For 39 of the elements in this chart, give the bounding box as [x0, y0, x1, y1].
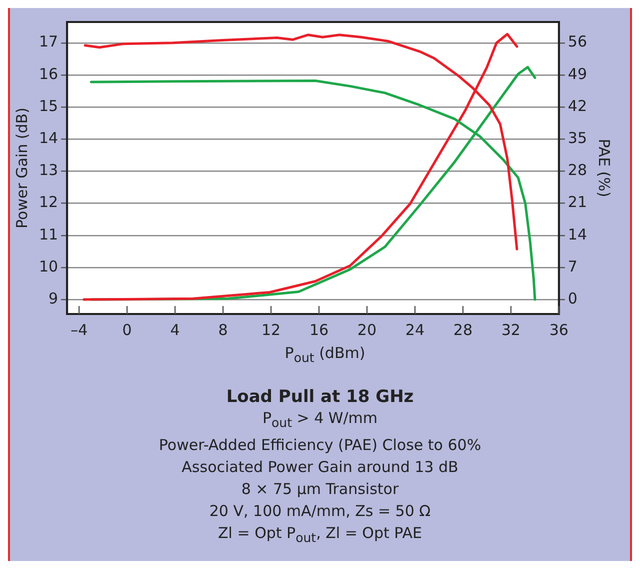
- y-tick-label: 15: [38, 96, 58, 115]
- y-tick-label: 12: [38, 193, 58, 212]
- x-tick-label: –4: [70, 320, 88, 339]
- y2-tick-label: 28: [568, 161, 588, 180]
- y2-tick-label: 0: [568, 289, 578, 308]
- x-tick-label: 32: [501, 320, 520, 339]
- y-axis-title: Power Gain (dB): [12, 108, 31, 228]
- y2-axis-title: PAE (%): [595, 138, 614, 198]
- x-tick-label: 24: [405, 320, 425, 339]
- y-tick-label: 11: [38, 225, 58, 244]
- x-tick-label: 20: [357, 320, 377, 339]
- y-tick-label: 9: [48, 289, 58, 308]
- x-tick-label: 8: [218, 320, 228, 339]
- y2-tick-label: 56: [568, 32, 588, 51]
- x-tick-label: 36: [549, 320, 568, 339]
- y2-tick-label: 21: [568, 193, 588, 212]
- text: Load Pull at 18 GHz: [225, 387, 415, 407]
- y-tick-label: 13: [38, 161, 58, 180]
- x-axis-title: P$_{out}$ (dBm): [284, 344, 366, 365]
- x-tick-label: 4: [170, 320, 180, 339]
- y2-tick-label: 7: [568, 257, 578, 276]
- text: Zl = Opt P$_{out}$, Zl = Opt PAE: [217, 523, 423, 547]
- y2-tick-label: 14: [568, 225, 588, 244]
- text: P$_{out}$ > 4 W/mm: [261, 408, 379, 432]
- text: 8 × 75 µm Transistor: [240, 479, 400, 500]
- text: Associated Power Gain around 13 dB: [180, 457, 460, 478]
- text: 20 V, 100 mA/mm, Zs = 50 Ω: [208, 501, 432, 522]
- y2-tick-label: 42: [568, 96, 588, 115]
- x-tick-label: 16: [309, 320, 329, 339]
- x-tick-label: 28: [453, 320, 472, 339]
- y-tick-label: 16: [38, 64, 58, 83]
- y-tick-label: 14: [38, 129, 58, 148]
- y-tick-label: 17: [38, 32, 58, 51]
- x-tick-label: 0: [122, 320, 132, 339]
- text: Power-Added Efficiency (PAE) Close to 60%: [158, 435, 482, 456]
- x-tick-label: 12: [261, 320, 281, 339]
- y-tick-label: 10: [38, 257, 58, 276]
- y2-tick-label: 49: [568, 64, 588, 83]
- y2-tick-label: 35: [568, 129, 588, 148]
